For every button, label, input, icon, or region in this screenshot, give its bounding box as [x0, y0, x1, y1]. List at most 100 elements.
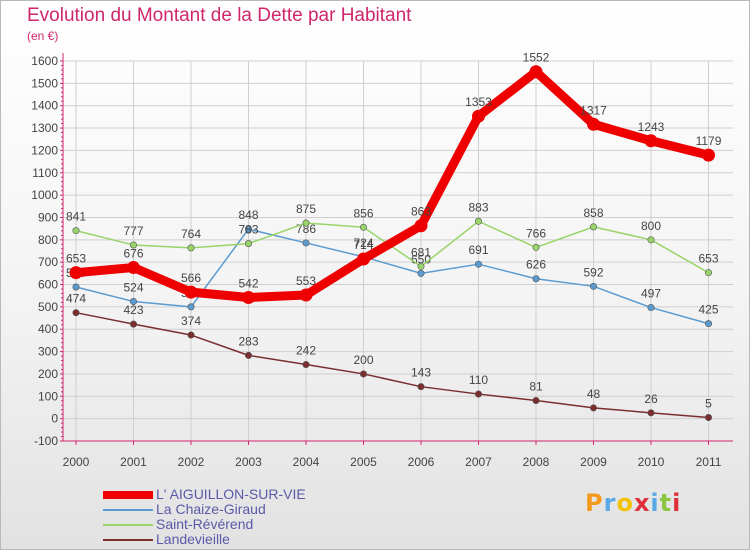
y-tick-label: 1000	[31, 188, 58, 202]
data-label: 1243	[638, 120, 665, 134]
y-axis-ticks: -100 0 100 200 300 400 500 600 700 800 900 1000 1100…	[31, 54, 63, 448]
data-point	[302, 239, 310, 247]
data-point	[72, 283, 80, 291]
series-l-aiguillon-sur-vie: 653 676 566 542 553 714 863 1353 1552 1317 1243 117…	[66, 51, 722, 304]
data-label: 474	[66, 292, 86, 306]
data-point	[532, 397, 540, 405]
data-label: 783	[238, 223, 258, 237]
x-tick-label: 2005	[350, 455, 377, 469]
data-label: 653	[698, 252, 718, 266]
chart-title: Evolution du Montant de la Dette par Hab…	[27, 5, 412, 26]
data-label: 858	[583, 206, 603, 220]
logo-letter: x	[633, 489, 651, 517]
x-tick-label: 2000	[63, 455, 90, 469]
logo-letter: r	[603, 489, 617, 517]
data-label: 777	[123, 224, 143, 238]
data-label: 81	[529, 380, 543, 394]
y-tick-label: 600	[38, 278, 58, 292]
y-tick-label: 100	[38, 389, 58, 403]
y-tick-label: -100	[34, 434, 58, 448]
data-point	[704, 320, 712, 328]
data-label: 497	[641, 287, 661, 301]
y-tick-label: 0	[51, 412, 58, 426]
y-tick-label: 700	[38, 255, 58, 269]
data-label: 653	[66, 252, 86, 266]
data-point	[589, 223, 597, 231]
data-point	[187, 303, 195, 311]
data-point	[127, 261, 140, 275]
data-point	[359, 370, 367, 378]
data-label: 566	[181, 271, 201, 285]
data-label: 110	[469, 373, 488, 387]
data-label: 626	[526, 258, 546, 272]
y-tick-label: 1600	[31, 54, 58, 68]
data-point	[532, 275, 540, 283]
data-label: 714	[353, 238, 373, 252]
data-point	[130, 298, 138, 306]
data-point	[69, 266, 83, 280]
proxiti-logo: Proxiti	[585, 489, 681, 517]
data-label: 542	[238, 276, 258, 290]
data-label: 766	[526, 226, 546, 240]
data-point	[245, 351, 253, 359]
x-tick-label: 2011	[696, 455, 722, 469]
logo-letter: i	[672, 489, 682, 517]
data-point	[187, 331, 195, 339]
data-point	[647, 409, 655, 417]
data-label: 1353	[465, 95, 492, 109]
data-point	[587, 117, 600, 131]
legend-label: L' AIGUILLON-SUR-VIE	[156, 486, 306, 502]
data-point	[589, 282, 597, 290]
data-point	[299, 288, 313, 302]
data-point	[472, 109, 485, 123]
data-label: 423	[123, 303, 143, 317]
data-label: 800	[641, 219, 661, 233]
legend-swatch	[103, 509, 153, 511]
y-tick-label: 300	[38, 345, 58, 359]
x-tick-label: 2001	[120, 455, 147, 469]
data-point	[704, 414, 712, 422]
data-label: 883	[468, 200, 488, 214]
data-label: 5	[705, 397, 712, 411]
data-point	[72, 227, 80, 235]
data-label: 848	[238, 208, 258, 222]
data-label: 863	[411, 205, 431, 219]
data-label: 200	[353, 353, 373, 367]
data-point	[589, 404, 597, 412]
grid-lines	[63, 60, 733, 442]
data-label: 841	[66, 210, 86, 224]
x-tick-label: 2009	[580, 455, 607, 469]
data-point	[242, 290, 255, 304]
x-tick-label: 2007	[465, 455, 492, 469]
data-point	[417, 269, 425, 277]
data-point	[302, 361, 310, 369]
data-point	[647, 236, 655, 244]
data-label: 1552	[523, 51, 550, 65]
data-label: 553	[296, 274, 316, 288]
data-point	[702, 148, 715, 162]
data-label: 676	[123, 247, 143, 261]
data-point	[302, 219, 310, 227]
data-label: 691	[468, 243, 488, 257]
data-point	[474, 260, 482, 268]
data-label: 1317	[580, 103, 607, 117]
legend-swatch	[103, 524, 153, 526]
y-tick-label: 200	[38, 367, 58, 381]
data-point	[359, 223, 367, 231]
x-tick-label: 2004	[293, 455, 320, 469]
y-tick-label: 1500	[31, 76, 58, 90]
data-point	[130, 320, 138, 328]
y-tick-label: 800	[38, 233, 58, 247]
data-point	[529, 65, 543, 79]
x-tick-label: 2010	[638, 455, 665, 469]
series-landevieille: 474 423 374 283 242 200 143 110 81 48 26 5	[66, 292, 712, 422]
data-point	[704, 269, 712, 277]
logo-letter: P	[585, 489, 604, 517]
series-line	[75, 311, 710, 419]
data-point	[417, 383, 425, 391]
y-tick-label: 1300	[31, 121, 58, 135]
data-point	[130, 241, 138, 249]
data-label: 1179	[696, 134, 722, 148]
